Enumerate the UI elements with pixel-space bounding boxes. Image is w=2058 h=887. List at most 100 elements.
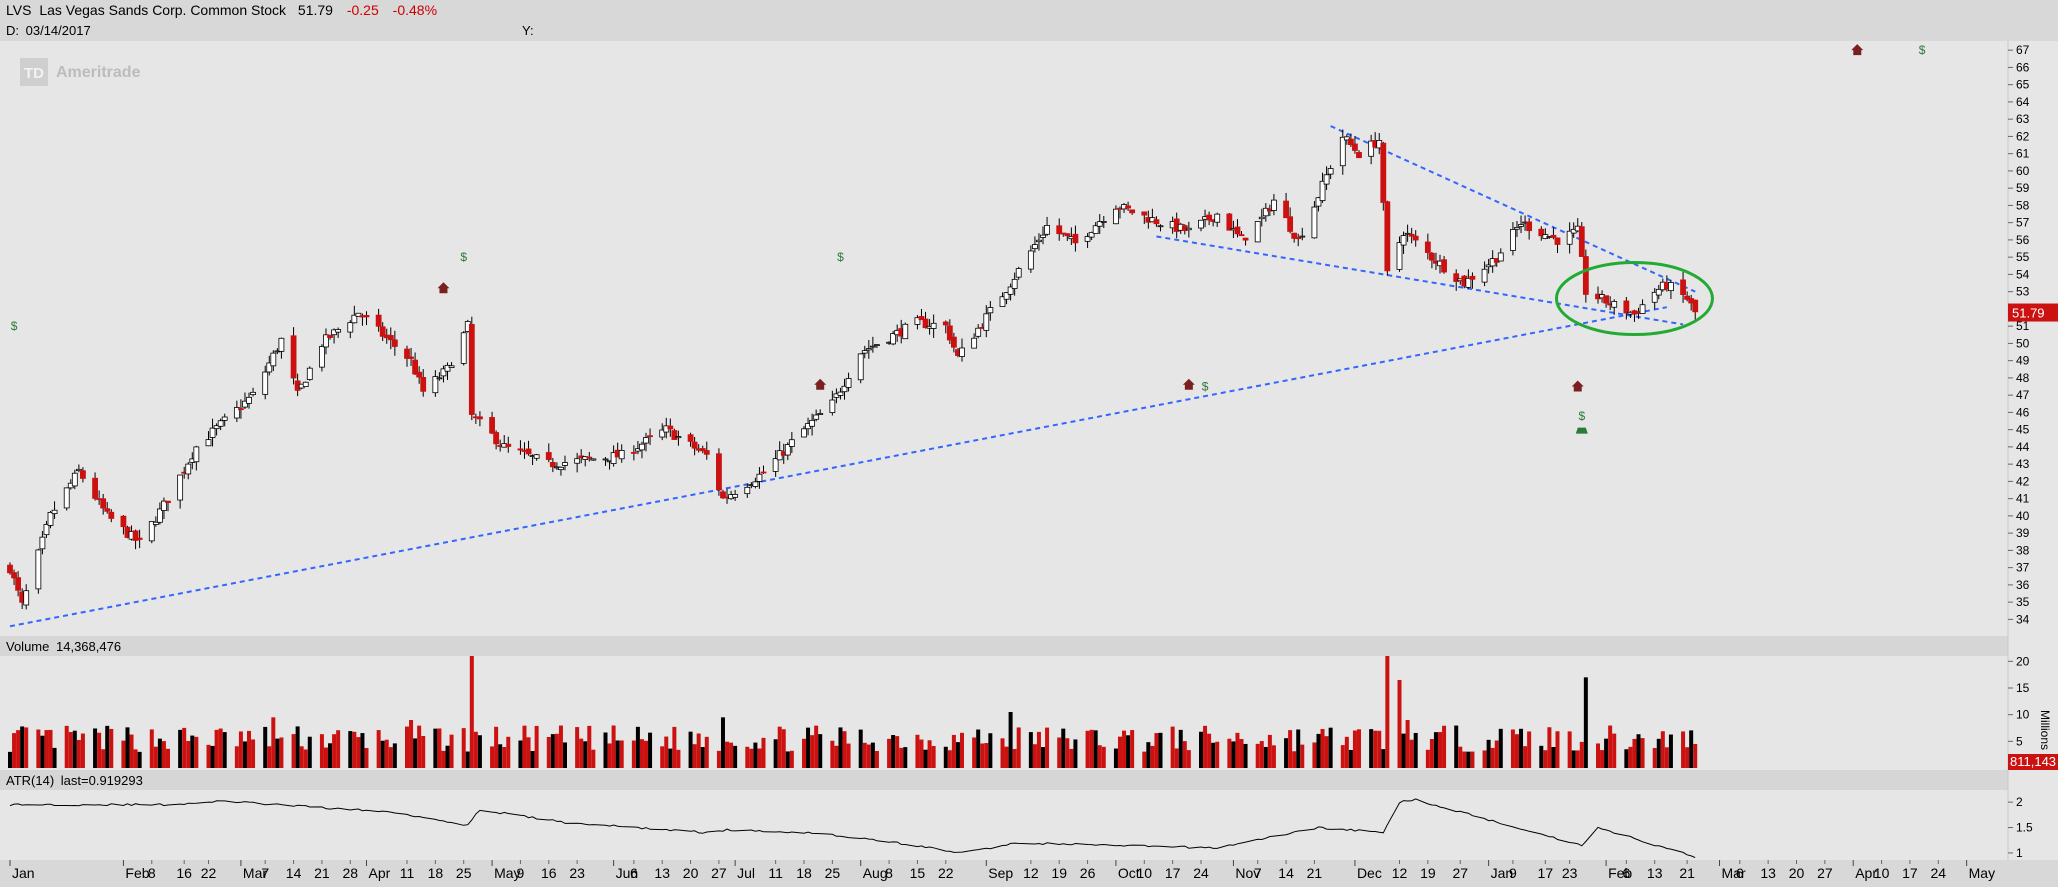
candle-body xyxy=(942,321,949,326)
volume-bar xyxy=(384,739,389,768)
x-axis-day-label: 28 xyxy=(342,865,358,881)
volume-bar xyxy=(323,747,328,768)
dividend-marker: $ xyxy=(460,250,467,264)
volume-bar xyxy=(1292,751,1297,768)
volume-bar xyxy=(1300,744,1305,768)
candle-body xyxy=(404,348,410,359)
phone-icon xyxy=(1575,427,1588,434)
volume-bar xyxy=(611,725,616,768)
candle-body xyxy=(1396,242,1403,270)
volume-bar xyxy=(1316,733,1321,768)
candle-body xyxy=(63,487,70,509)
volume-bar xyxy=(526,737,531,768)
candle-body xyxy=(1368,140,1375,157)
candle-body xyxy=(1011,278,1018,289)
volume-bar xyxy=(494,726,499,768)
candle-body xyxy=(1056,225,1063,235)
candle-body xyxy=(841,385,848,393)
volume-bar xyxy=(919,739,924,768)
volume-last-label: 811,143 xyxy=(2010,754,2056,769)
volume-bar xyxy=(36,729,41,768)
volume-bar xyxy=(696,733,701,768)
candle-body xyxy=(23,590,30,606)
candle-body xyxy=(351,314,358,324)
volume-bar xyxy=(785,751,790,768)
candle-body xyxy=(1538,228,1545,237)
candle-body xyxy=(1611,301,1618,308)
volume-bar xyxy=(206,744,211,768)
volume-bar xyxy=(518,740,523,768)
x-axis-band xyxy=(0,860,2058,887)
candle-body xyxy=(327,334,333,338)
candle-body xyxy=(687,434,694,442)
volume-bar xyxy=(1681,731,1686,768)
candle-body xyxy=(1198,219,1204,229)
x-axis-day-label: 16 xyxy=(176,865,192,881)
volume-bar xyxy=(392,743,397,768)
x-axis-day-label: 14 xyxy=(286,865,302,881)
volume-bar xyxy=(109,728,114,768)
volume-bar xyxy=(319,734,324,768)
x-axis-day-label: 15 xyxy=(910,865,926,881)
volume-bar xyxy=(352,731,357,768)
volume-bar xyxy=(502,747,507,768)
volume-bar xyxy=(558,725,563,768)
candle-body xyxy=(667,425,674,430)
atr-y-tick-label: 1.5 xyxy=(2016,821,2033,835)
volume-bar xyxy=(498,744,503,768)
volume-bar xyxy=(802,738,806,768)
highlight-area xyxy=(1554,261,1714,337)
candle-body xyxy=(1064,233,1071,237)
candle-body xyxy=(213,425,220,430)
volume-bar xyxy=(247,730,252,768)
candle-body xyxy=(801,428,807,438)
candle-body xyxy=(1092,225,1099,234)
dividend-marker: $ xyxy=(1578,409,1585,423)
volume-bar xyxy=(1117,736,1122,768)
candle-body xyxy=(930,322,937,329)
volume-bar xyxy=(222,732,227,768)
volume-bar xyxy=(445,745,450,768)
x-axis-month-label: Mar xyxy=(1722,865,1746,881)
volume-bar xyxy=(704,736,709,768)
candle-body xyxy=(1692,299,1699,313)
price-y-tick-label: 40 xyxy=(2016,509,2030,523)
candle-body xyxy=(756,473,763,482)
x-axis-day-label: 17 xyxy=(1538,865,1554,881)
volume-bar xyxy=(405,726,409,768)
volume-bar xyxy=(830,740,835,768)
x-axis-day-label: 17 xyxy=(1165,865,1181,881)
candle-body xyxy=(703,450,710,455)
candle-body xyxy=(1226,213,1233,231)
x-axis-month-label: Feb xyxy=(125,865,149,881)
candle-body xyxy=(355,312,362,317)
td-logo-icon xyxy=(20,58,48,86)
volume-bar xyxy=(1122,730,1127,768)
price-y-tick-label: 49 xyxy=(2016,354,2030,368)
price-y-tick-label: 66 xyxy=(2016,60,2030,74)
volume-bar xyxy=(376,730,381,768)
volume-bar xyxy=(1069,748,1074,768)
volume-bar xyxy=(810,735,815,768)
candle-body xyxy=(1036,239,1042,243)
candle-body xyxy=(1084,236,1091,242)
candle-body xyxy=(525,448,532,455)
candle-body xyxy=(602,458,609,461)
candle-body xyxy=(922,318,929,329)
volume-bar xyxy=(818,734,823,768)
candle-body xyxy=(420,376,427,392)
candle-body xyxy=(1015,268,1022,278)
volume-bar xyxy=(303,749,308,768)
volume-bar xyxy=(190,735,195,768)
candle-body xyxy=(233,407,240,419)
volume-bar xyxy=(1636,734,1641,768)
volume-bar xyxy=(692,744,697,768)
x-axis-month-label: Apr xyxy=(1855,865,1877,881)
candle-body xyxy=(1027,250,1034,270)
candle-body xyxy=(1185,227,1192,231)
volume-bar xyxy=(8,751,12,768)
candle-body xyxy=(80,470,86,479)
volume-y-tick-label: 5 xyxy=(2016,734,2023,748)
candle-body xyxy=(861,350,868,354)
